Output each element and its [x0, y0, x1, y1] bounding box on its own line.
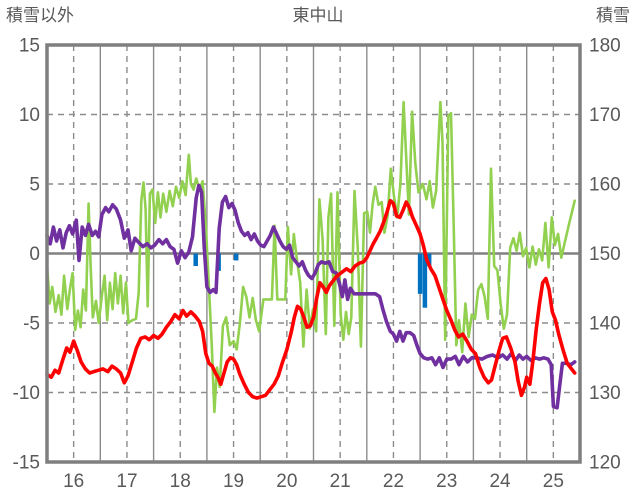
x-axis-tick-label: 17	[116, 471, 137, 492]
x-axis-tick-label: 16	[63, 471, 84, 492]
left-axis-tick-label: 5	[29, 175, 40, 196]
left-axis-tick-label: 15	[19, 36, 40, 57]
left-axis-tick-label: -10	[13, 383, 40, 404]
right-axis-tick-label: 160	[589, 175, 621, 196]
x-axis-tick-label: 22	[383, 471, 404, 492]
right-axis-tick-label: 150	[589, 244, 621, 265]
right-axis-title: 積雪	[596, 6, 630, 25]
chart-title: 東中山	[292, 6, 344, 25]
snow-bar	[193, 253, 198, 267]
x-axis-tick-label: 23	[436, 471, 457, 492]
right-axis-tick-label: 120	[589, 453, 621, 474]
x-axis-tick-label: 18	[170, 471, 191, 492]
snow-bar	[422, 253, 428, 308]
x-axis-tick-label: 24	[489, 471, 511, 492]
x-axis-tick-label: 19	[223, 471, 244, 492]
left-axis-title: 積雪以外	[6, 6, 74, 25]
chart-header: 東中山 積雪以外 積雪	[0, 3, 636, 29]
plot-border	[45, 43, 582, 464]
left-axis-tick-label: -5	[23, 314, 40, 335]
left-axis-tick-label: 0	[29, 244, 40, 265]
snow-bar	[417, 253, 423, 294]
series-red-line	[45, 198, 577, 400]
x-axis-tick-label: 25	[543, 471, 564, 492]
snow-bar	[233, 253, 239, 261]
right-axis-tick-label: 180	[589, 36, 621, 57]
right-axis-tick-label: 140	[589, 314, 621, 335]
right-axis-tick-label: 170	[589, 105, 621, 126]
x-axis-tick-label: 20	[276, 471, 297, 492]
left-axis-tick-label: -15	[13, 453, 40, 474]
left-axis-tick-label: 10	[19, 105, 40, 126]
x-axis-tick-label: 21	[330, 471, 351, 492]
snow-bar	[426, 253, 432, 267]
right-axis-tick-label: 130	[589, 383, 621, 404]
series-purple-line	[45, 183, 577, 410]
